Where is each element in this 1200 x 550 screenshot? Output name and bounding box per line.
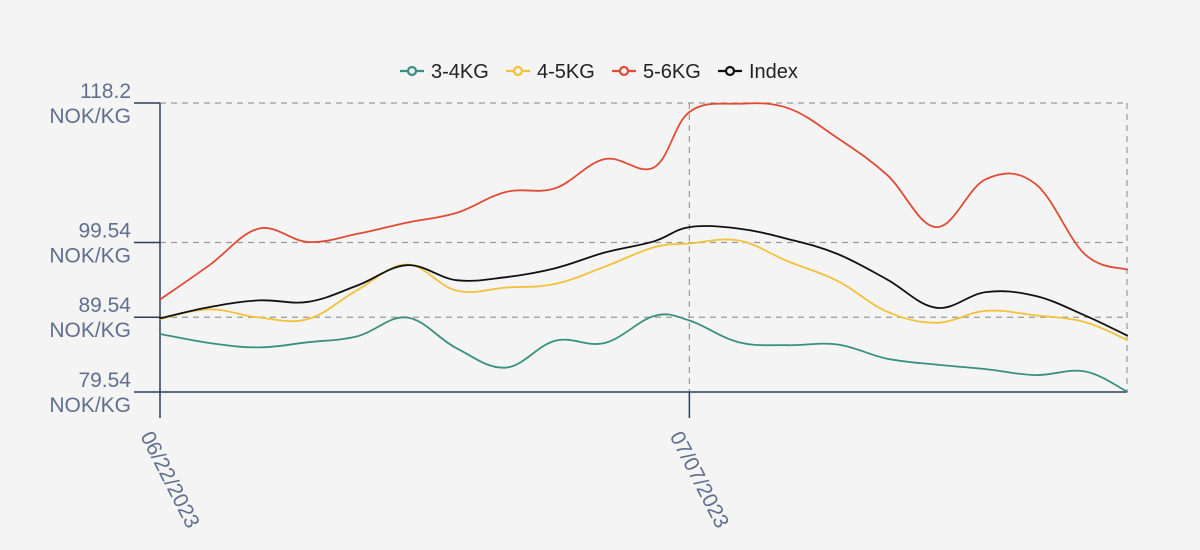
- series-line-4-5kg: [159, 238, 1128, 341]
- y-tick-value: 118.2: [80, 80, 131, 103]
- y-tick-unit: NOK/KG: [49, 105, 131, 128]
- series-line-5-6kg: [159, 102, 1128, 301]
- series-line-index: [159, 225, 1128, 337]
- legend-label: 5-6KG: [643, 61, 701, 83]
- y-tick-labels: 79.54NOK/KG89.54NOK/KG99.54NOK/KG118.2NO…: [49, 80, 131, 417]
- x-tick-label: 06/22/2023: [136, 428, 204, 532]
- y-tick-value: 89.54: [78, 294, 131, 317]
- legend-item-5-6kg[interactable]: 5-6KG: [612, 61, 701, 83]
- y-tick-unit: NOK/KG: [49, 394, 131, 417]
- y-tick-unit: NOK/KG: [49, 319, 131, 342]
- axes: [134, 102, 1127, 418]
- y-tick-unit: NOK/KG: [49, 244, 131, 267]
- legend-item-index[interactable]: Index: [718, 61, 798, 83]
- legend: 3-4KG 4-5KG 5-6KG Index: [400, 61, 798, 83]
- series-line-3-4kg: [159, 313, 1128, 393]
- y-tick-value: 99.54: [78, 219, 131, 242]
- legend-swatch-marker: [406, 65, 418, 77]
- grid: [160, 102, 1128, 392]
- legend-item-3-4kg[interactable]: 3-4KG: [400, 61, 489, 83]
- legend-swatch-marker: [618, 65, 630, 77]
- legend-label: 3-4KG: [431, 61, 489, 83]
- legend-swatch-marker: [724, 65, 736, 77]
- y-tick-value: 79.54: [78, 369, 131, 392]
- series-lines: [159, 102, 1128, 393]
- x-tick-label: 07/07/2023: [665, 428, 733, 532]
- legend-label: 4-5KG: [537, 61, 595, 83]
- legend-item-4-5kg[interactable]: 4-5KG: [506, 61, 595, 83]
- x-tick-labels: 06/22/2023 07/07/2023: [136, 428, 734, 532]
- legend-label: Index: [749, 61, 798, 83]
- legend-swatch-marker: [512, 65, 524, 77]
